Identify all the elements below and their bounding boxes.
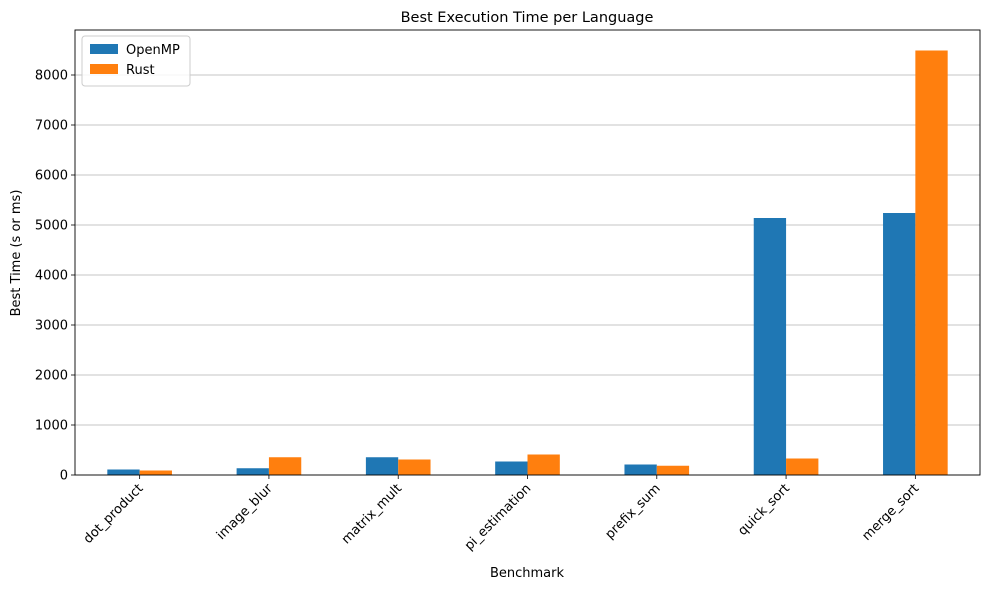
bar-rust-merge_sort <box>915 50 948 475</box>
x-tick-label: merge_sort <box>859 481 922 544</box>
y-tick-label: 3000 <box>35 319 68 334</box>
bar-rust-matrix_mult <box>398 459 431 475</box>
y-tick-label: 4000 <box>35 269 68 284</box>
bar-rust-prefix_sum <box>656 465 690 475</box>
bars <box>107 50 948 475</box>
legend-label-rust: Rust <box>126 63 155 78</box>
bar-openmp-merge_sort <box>883 213 916 475</box>
y-tick-label: 6000 <box>35 169 68 184</box>
bar-openmp-dot_product <box>107 469 140 475</box>
y-ticks: 0 1000 2000 3000 4000 5000 6000 7000 8000 <box>35 69 75 484</box>
y-tick-label: 7000 <box>35 119 68 134</box>
x-tick-label: pi_estimation <box>462 481 534 553</box>
axes <box>74 29 981 476</box>
bar-rust-image_blur <box>268 457 302 475</box>
x-tick-label: prefix_sum <box>603 481 664 542</box>
bar-openmp-matrix_mult <box>365 457 399 475</box>
x-tick-label: image_blur <box>214 481 276 543</box>
bar-openmp-image_blur <box>236 468 269 475</box>
y-tick-label: 8000 <box>35 69 68 84</box>
bar-openmp-pi_estimation <box>495 461 528 475</box>
y-tick-label: 5000 <box>35 219 68 234</box>
x-tick-label: quick_sort <box>735 481 793 539</box>
x-tick-label: dot_product <box>81 481 147 547</box>
y-axis-label: Best Time (s or ms) <box>9 190 24 317</box>
x-axis-label: Benchmark <box>490 566 565 581</box>
x-tick-label: matrix_mult <box>339 481 405 547</box>
y-tick-label: 0 <box>60 469 68 484</box>
bar-rust-quick_sort <box>786 458 819 475</box>
legend-swatch-openmp <box>90 44 118 54</box>
bar-openmp-quick_sort <box>753 218 787 475</box>
bar-rust-dot_product <box>139 470 172 475</box>
x-ticks: dot_product image_blur matrix_mult pi_estim… <box>81 475 922 554</box>
legend: OpenMP Rust <box>81 35 191 87</box>
legend-swatch-rust <box>90 64 118 74</box>
y-tick-label: 1000 <box>35 419 68 434</box>
gridlines <box>75 74 980 476</box>
y-tick-label: 2000 <box>35 369 68 384</box>
chart-title: Best Execution Time per Language <box>401 10 654 26</box>
bar-rust-pi_estimation <box>527 454 560 475</box>
bar-openmp-prefix_sum <box>624 464 657 475</box>
plot-frame <box>74 29 981 476</box>
legend-label-openmp: OpenMP <box>126 43 180 58</box>
